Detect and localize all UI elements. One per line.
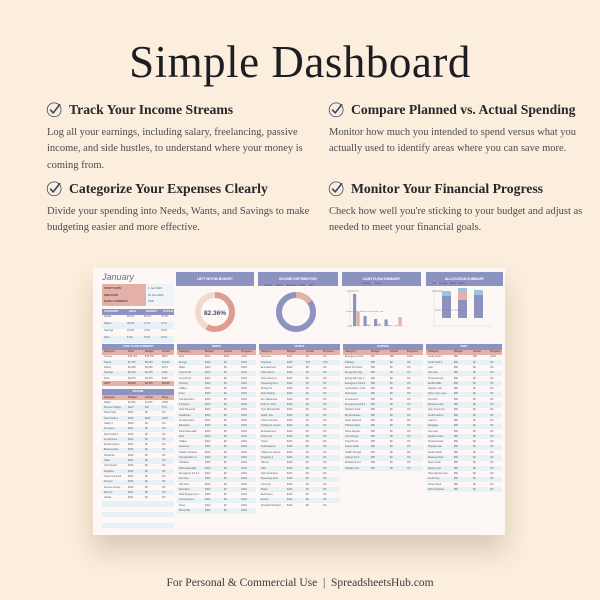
svg-text:120.0%: 120.0%	[432, 289, 443, 293]
svg-text:82.36%: 82.36%	[204, 310, 226, 317]
svg-text:0.00: 0.00	[347, 324, 353, 328]
svg-text:10,000.00: 10,000.00	[347, 289, 359, 293]
